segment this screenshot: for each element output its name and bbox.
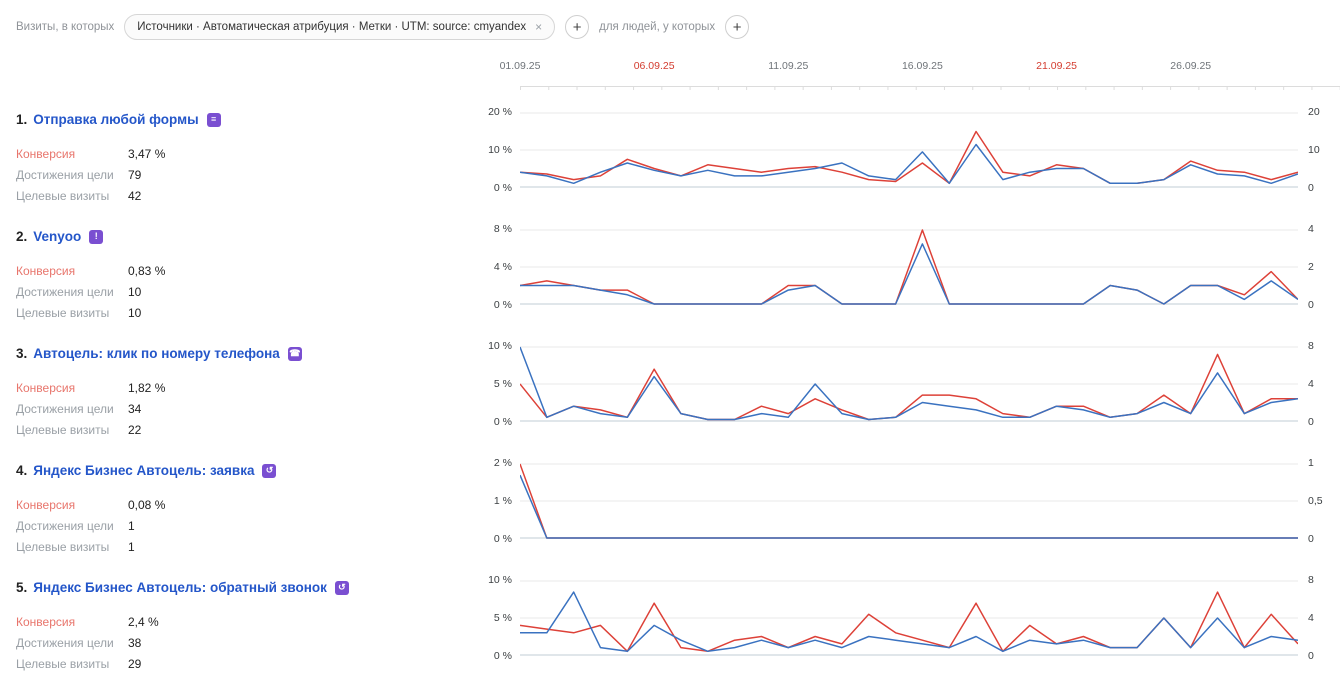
goal-stats: Конверсия 1,82 % Достижения цели 34 Целевы… bbox=[16, 378, 470, 441]
venyoo-goal-icon: ! bbox=[89, 229, 104, 244]
y-axis-left: 10 % 5 % 0 % bbox=[488, 340, 512, 428]
goal-row: 3. Автоцель: клик по номеру телефона ☎ К… bbox=[0, 340, 1340, 441]
add-people-filter-button[interactable]: + bbox=[725, 15, 750, 39]
y-axis-right: 20 10 0 bbox=[1308, 106, 1320, 194]
conversion-value: 3,47 % bbox=[128, 147, 166, 161]
visits-value: 22 bbox=[128, 423, 142, 437]
conversion-value: 0,08 % bbox=[128, 498, 166, 512]
date-axis: 01.09.25 06.09.25 11.09.25 16.09.25 21.0… bbox=[500, 58, 1340, 90]
reaches-value: 1 bbox=[128, 519, 135, 533]
conversion-chart bbox=[520, 463, 1298, 539]
visits-label: Целевые визиты bbox=[16, 189, 110, 203]
date-tick: 26.09.25 bbox=[1170, 60, 1212, 72]
segment-chip-utm-source[interactable]: Источники · Автоматическая атрибуция · М… bbox=[124, 14, 556, 40]
conversion-chart bbox=[520, 229, 1298, 305]
conversion-label: Конверсия bbox=[16, 264, 76, 278]
goal-number: 5. bbox=[16, 580, 28, 595]
goal-stats: Конверсия 3,47 % Достижения цели 79 Целевы… bbox=[16, 144, 470, 207]
y-axis-left: 8 % 4 % 0 % bbox=[493, 223, 512, 311]
goal-link[interactable]: Яндекс Бизнес Автоцель: заявка bbox=[33, 463, 255, 478]
visits-value: 10 bbox=[128, 306, 142, 320]
goal-link[interactable]: Яндекс Бизнес Автоцель: обратный звонок bbox=[33, 580, 327, 595]
goal-stats: Конверсия 0,83 % Достижения цели 10 Целевы… bbox=[16, 261, 470, 324]
goal-number: 1. bbox=[16, 112, 28, 127]
goal-number: 2. bbox=[16, 229, 28, 244]
conversion-label: Конверсия bbox=[16, 615, 76, 629]
phone-click-goal-icon: ☎ bbox=[287, 346, 302, 361]
goal-row: 2. Venyoo ! Конверсия 0,83 % Достижения ц… bbox=[0, 223, 1340, 324]
date-tick: 01.09.25 bbox=[499, 60, 541, 72]
conversion-value: 2,4 % bbox=[128, 615, 159, 629]
visits-filter-label: Визиты, в которых bbox=[16, 21, 115, 33]
conversion-label: Конверсия bbox=[16, 147, 76, 161]
visits-value: 42 bbox=[128, 189, 142, 203]
date-tick-line bbox=[520, 86, 1340, 90]
goal-link[interactable]: Отправка любой формы bbox=[33, 112, 199, 127]
conversion-chart bbox=[520, 346, 1298, 422]
date-tick: 21.09.25 bbox=[1036, 60, 1078, 72]
date-tick: 06.09.25 bbox=[633, 60, 675, 72]
autogoal-icon: ↺ bbox=[334, 580, 349, 595]
reaches-label: Достижения цели bbox=[16, 519, 114, 533]
goal-link[interactable]: Автоцель: клик по номеру телефона bbox=[33, 346, 280, 361]
goal-stats: Конверсия 2,4 % Достижения цели 38 Целевые… bbox=[16, 612, 470, 675]
conversion-chart bbox=[520, 580, 1298, 656]
conversion-label: Конверсия bbox=[16, 381, 76, 395]
goal-row: 5. Яндекс Бизнес Автоцель: обратный звон… bbox=[0, 574, 1340, 675]
date-tick: 16.09.25 bbox=[901, 60, 943, 72]
goal-number: 3. bbox=[16, 346, 28, 361]
conversion-label: Конверсия bbox=[16, 498, 76, 512]
goal-link[interactable]: Venyoo bbox=[33, 229, 82, 244]
conversion-value: 0,83 % bbox=[128, 264, 166, 278]
add-visits-filter-button[interactable]: + bbox=[565, 15, 590, 39]
visits-label: Целевые визиты bbox=[16, 657, 110, 671]
reaches-value: 34 bbox=[128, 402, 142, 416]
visits-label: Целевые визиты bbox=[16, 540, 110, 554]
plus-icon: + bbox=[732, 18, 742, 36]
segment-chip-label: Источники · Автоматическая атрибуция · М… bbox=[137, 21, 527, 33]
people-filter-label: для людей, у которых bbox=[599, 21, 716, 33]
segment-filter-bar: Визиты, в которых Источники · Автоматиче… bbox=[0, 0, 1340, 44]
reaches-label: Достижения цели bbox=[16, 636, 114, 650]
goal-row: 1. Отправка любой формы ≡ Конверсия 3,47 … bbox=[0, 106, 1340, 207]
reaches-label: Достижения цели bbox=[16, 168, 114, 182]
visits-label: Целевые визиты bbox=[16, 423, 110, 437]
y-axis-left: 10 % 5 % 0 % bbox=[488, 574, 512, 662]
plus-icon: + bbox=[572, 18, 582, 36]
conversion-chart bbox=[520, 112, 1298, 188]
close-icon[interactable]: × bbox=[535, 20, 543, 34]
autogoal-icon: ↺ bbox=[262, 463, 277, 478]
form-goal-icon: ≡ bbox=[206, 112, 221, 127]
goal-stats: Конверсия 0,08 % Достижения цели 1 Целевые… bbox=[16, 495, 470, 558]
reaches-value: 79 bbox=[128, 168, 142, 182]
y-axis-right: 1 0,5 0 bbox=[1308, 457, 1323, 545]
reaches-label: Достижения цели bbox=[16, 285, 114, 299]
visits-label: Целевые визиты bbox=[16, 306, 110, 320]
y-axis-left: 20 % 10 % 0 % bbox=[488, 106, 512, 194]
date-axis-row: 01.09.25 06.09.25 11.09.25 16.09.25 21.0… bbox=[0, 58, 1340, 90]
goal-row: 4. Яндекс Бизнес Автоцель: заявка ↺ Конв… bbox=[0, 457, 1340, 558]
goal-number: 4. bbox=[16, 463, 28, 478]
conversion-value: 1,82 % bbox=[128, 381, 166, 395]
reaches-value: 10 bbox=[128, 285, 142, 299]
reaches-value: 38 bbox=[128, 636, 142, 650]
date-tick: 11.09.25 bbox=[768, 60, 809, 72]
visits-value: 29 bbox=[128, 657, 142, 671]
reaches-label: Достижения цели bbox=[16, 402, 114, 416]
visits-value: 1 bbox=[128, 540, 135, 554]
y-axis-left: 2 % 1 % 0 % bbox=[493, 457, 512, 545]
